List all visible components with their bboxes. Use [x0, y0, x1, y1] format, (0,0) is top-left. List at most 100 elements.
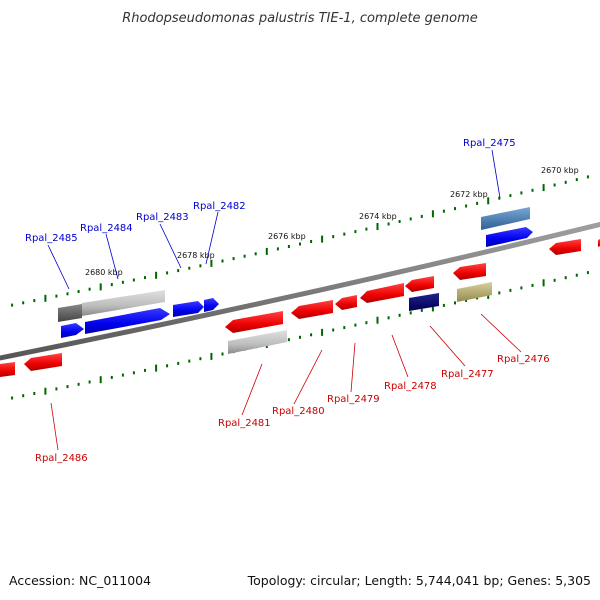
- genome-info-text: Topology: circular; Length: 5,744,041 bp…: [247, 573, 591, 588]
- minor-tick: [299, 335, 301, 339]
- minor-tick: [586, 271, 589, 275]
- minor-tick: [409, 217, 412, 221]
- minor-tick: [420, 214, 423, 218]
- leader-rpal-2475: [491, 149, 501, 199]
- minor-tick: [476, 201, 479, 205]
- leader-rpal-2479: [350, 342, 356, 393]
- minor-tick: [509, 194, 512, 198]
- minor-tick: [343, 232, 346, 236]
- gene-label-rpal-2476[interactable]: Rpal_2476: [497, 354, 550, 365]
- leader-rpal-2486: [50, 402, 59, 451]
- minor-tick: [77, 382, 80, 386]
- gene-label-rpal-2477[interactable]: Rpal_2477: [441, 369, 494, 380]
- minor-tick: [387, 222, 390, 226]
- minor-tick: [498, 291, 501, 295]
- minor-tick: [575, 178, 578, 182]
- minor-tick: [55, 387, 58, 391]
- gene-label-rpal-2484[interactable]: Rpal_2484: [80, 223, 133, 234]
- gene-label-rpal-2483[interactable]: Rpal_2483: [136, 212, 189, 223]
- minor-tick: [188, 359, 191, 363]
- minor-tick: [110, 375, 113, 379]
- minor-tick: [365, 321, 368, 325]
- leader-rpal-2480: [293, 349, 323, 405]
- major-tick: [155, 271, 158, 279]
- gene-arrow-rpal-2480[interactable]: [291, 300, 333, 319]
- minor-tick: [520, 191, 523, 195]
- minor-tick: [199, 357, 202, 361]
- minor-tick: [586, 175, 589, 179]
- major-tick: [321, 328, 324, 336]
- minor-tick: [465, 298, 468, 302]
- leader-rpal-2481: [241, 363, 263, 416]
- gene-arrow-rpal-2477[interactable]: [409, 293, 439, 311]
- minor-tick: [276, 247, 279, 251]
- minor-tick: [177, 269, 180, 273]
- major-tick: [265, 247, 268, 255]
- leader-rpal-2478: [391, 334, 409, 378]
- minor-tick: [498, 196, 501, 200]
- major-tick: [99, 283, 102, 291]
- gene-arrow-gray[interactable]: [82, 290, 165, 316]
- gene-arrow-rpal-2485-dark[interactable]: [58, 304, 82, 322]
- gene-arrow-rpal-2476[interactable]: [457, 282, 492, 302]
- minor-tick: [221, 259, 224, 263]
- gene-arrow-rpal-2484[interactable]: [85, 308, 170, 334]
- minor-tick: [188, 266, 191, 270]
- leader-rpal-2482: [205, 211, 219, 265]
- gene-arrow-rpal-2483[interactable]: [173, 301, 204, 317]
- gene-track-lower: [0, 239, 581, 377]
- major-tick: [376, 223, 379, 230]
- gene-arrow-rpal-2486[interactable]: [24, 353, 62, 371]
- minor-tick: [332, 328, 335, 332]
- minor-tick: [409, 311, 412, 315]
- scale-label: 2676 kbp: [268, 232, 306, 241]
- minor-tick: [199, 264, 202, 268]
- gene-arrow-right[interactable]: [549, 239, 581, 255]
- major-tick: [210, 259, 213, 267]
- minor-tick: [66, 292, 69, 296]
- minor-tick: [387, 316, 390, 320]
- minor-tick: [254, 252, 257, 256]
- gene-arrow-gray-lower[interactable]: [228, 330, 287, 354]
- gene-label-rpal-2479[interactable]: Rpal_2479: [327, 394, 380, 405]
- genome-backbone: [0, 221, 600, 361]
- minor-tick: [33, 299, 36, 303]
- minor-tick: [365, 227, 368, 231]
- scale-label: 2670 kbp: [541, 166, 579, 175]
- major-tick: [431, 210, 434, 218]
- minor-tick: [88, 287, 91, 291]
- minor-tick: [454, 301, 456, 305]
- leader-rpal-2477: [429, 325, 466, 367]
- minor-tick: [553, 278, 556, 282]
- major-tick: [44, 294, 47, 302]
- gene-label-rpal-2475[interactable]: Rpal_2475: [463, 138, 516, 149]
- gene-arrow-rpal-2476-red[interactable]: [453, 263, 486, 280]
- gene-label-rpal-2482[interactable]: Rpal_2482: [193, 201, 246, 212]
- gene-label-rpal-2481[interactable]: Rpal_2481: [218, 418, 271, 429]
- gene-arrow-left-edge[interactable]: [0, 362, 15, 377]
- major-tick: [542, 184, 545, 192]
- minor-tick: [564, 276, 567, 280]
- gene-arrow-rpal-2481[interactable]: [225, 311, 283, 333]
- gene-arrow-rpal-2478-b[interactable]: [405, 276, 434, 292]
- minor-tick: [299, 242, 301, 246]
- gene-label-rpal-2478[interactable]: Rpal_2478: [384, 381, 437, 392]
- minor-tick: [243, 254, 246, 258]
- leader-rpal-2483: [159, 223, 182, 269]
- minor-tick: [310, 240, 313, 243]
- minor-tick: [166, 271, 169, 275]
- gene-label-rpal-2485[interactable]: Rpal_2485: [25, 233, 78, 244]
- gene-arrow-rpal-2485[interactable]: [61, 323, 84, 338]
- minor-tick: [22, 394, 25, 398]
- minor-tick: [531, 283, 534, 287]
- minor-tick: [398, 313, 401, 317]
- gene-arrow-rpal-2475-steel[interactable]: [481, 207, 530, 230]
- gene-arrow-rpal-2479[interactable]: [335, 295, 357, 310]
- gene-label-rpal-2480[interactable]: Rpal_2480: [272, 406, 325, 417]
- gene-arrow-rpal-2478[interactable]: [360, 283, 404, 303]
- gene-label-rpal-2486[interactable]: Rpal_2486: [35, 453, 88, 464]
- major-tick: [155, 364, 158, 372]
- gene-arrow-rpal-2482[interactable]: [204, 298, 219, 312]
- gene-arrow-rpal-2475[interactable]: [486, 227, 533, 247]
